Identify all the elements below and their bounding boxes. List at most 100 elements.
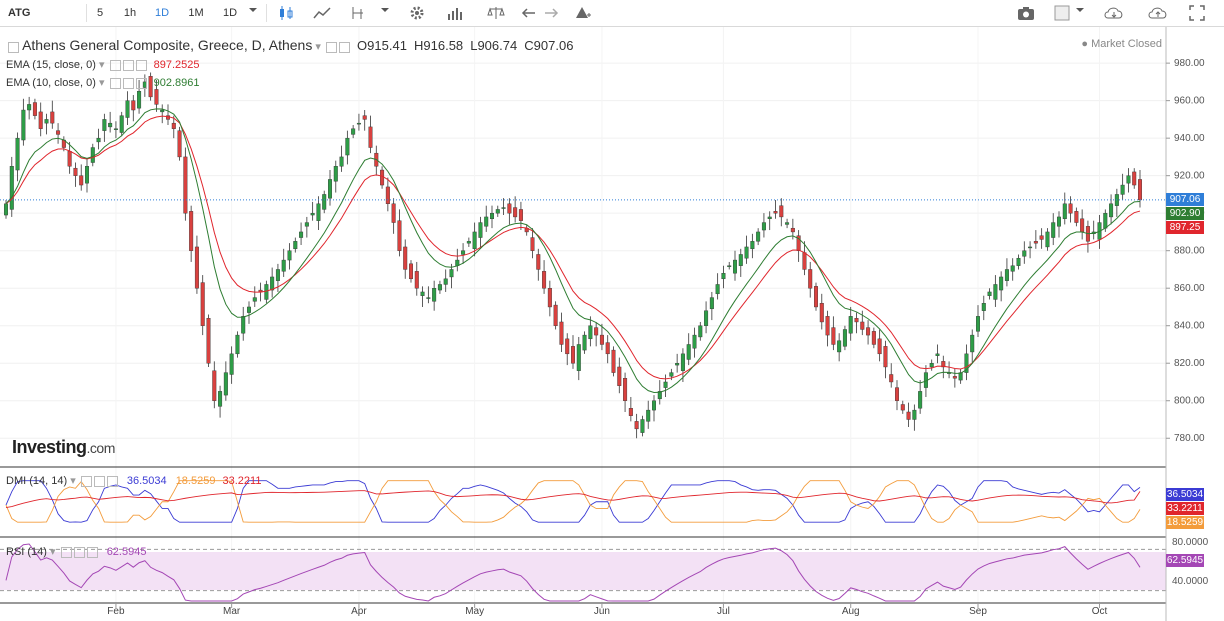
candle-body bbox=[790, 227, 795, 233]
candle-body bbox=[21, 109, 26, 141]
visibility-icon[interactable] bbox=[109, 59, 121, 71]
toolbar-separator bbox=[266, 4, 267, 22]
fullscreen-icon[interactable] bbox=[1186, 3, 1208, 23]
camera-icon[interactable] bbox=[1014, 3, 1038, 23]
chart-canvas[interactable]: 780.00800.00820.00840.00860.00880.00900.… bbox=[0, 27, 1224, 621]
undo-icon[interactable] bbox=[519, 3, 539, 23]
symbol-field[interactable]: ATG bbox=[8, 7, 31, 19]
candle-body bbox=[44, 119, 49, 124]
candle-body bbox=[385, 186, 390, 204]
candle-body bbox=[669, 372, 674, 377]
candle-body bbox=[733, 259, 738, 274]
visibility-icon[interactable] bbox=[109, 77, 121, 89]
visibility-icon[interactable] bbox=[80, 475, 92, 487]
bar-chart-icon[interactable] bbox=[444, 3, 466, 23]
candle-body bbox=[958, 372, 963, 381]
ema10-legend: EMA (10, close, 0) ▾ 902.8961 bbox=[6, 76, 199, 89]
y-tick-label: 920.00 bbox=[1174, 171, 1205, 182]
alert-icon[interactable] bbox=[571, 3, 593, 23]
candle-body bbox=[831, 327, 836, 345]
candle-body bbox=[206, 318, 211, 364]
settings-icon[interactable] bbox=[122, 59, 134, 71]
chevron-down-icon[interactable]: ▾ bbox=[98, 77, 105, 89]
redo-icon[interactable] bbox=[541, 3, 561, 23]
candle-body bbox=[264, 284, 269, 300]
y-tick-label: 960.00 bbox=[1174, 96, 1205, 107]
chevron-down-icon[interactable] bbox=[1073, 3, 1087, 23]
layout-icon[interactable] bbox=[1051, 3, 1073, 23]
candle-body bbox=[137, 91, 142, 109]
x-tick-label: Aug bbox=[842, 606, 860, 617]
candle-body bbox=[611, 349, 616, 373]
settings-icon[interactable] bbox=[73, 546, 85, 558]
y-tick-label: 780.00 bbox=[1174, 433, 1205, 444]
low-label: L bbox=[470, 38, 478, 53]
candle-body bbox=[819, 303, 824, 323]
candle-body bbox=[970, 334, 975, 353]
cloud-upload-icon[interactable] bbox=[1145, 3, 1171, 23]
interval-1h-button[interactable]: 1h bbox=[123, 7, 137, 19]
candle-body bbox=[218, 391, 223, 407]
interval-1m-button[interactable]: 1M bbox=[188, 7, 204, 19]
candle-body bbox=[426, 297, 431, 299]
visibility-icon[interactable] bbox=[60, 546, 72, 558]
cloud-download-icon[interactable] bbox=[1101, 3, 1127, 23]
candle-body bbox=[860, 321, 865, 330]
chevron-down-icon[interactable]: ▾ bbox=[70, 475, 76, 487]
x-tick-label: Sep bbox=[969, 606, 987, 617]
chevron-down-icon[interactable]: ▾ bbox=[315, 41, 321, 53]
close-icon[interactable] bbox=[106, 475, 118, 487]
settings-icon[interactable] bbox=[338, 41, 350, 53]
candle-body bbox=[229, 353, 234, 375]
chevron-down-icon[interactable] bbox=[246, 3, 260, 23]
candle-body bbox=[918, 391, 923, 409]
candle-body bbox=[1051, 222, 1056, 238]
dmi-legend: DMI (14, 14) ▾ 36.5034 18.5259 33.2211 bbox=[6, 474, 261, 487]
candle-body bbox=[518, 209, 523, 221]
ema15-label: EMA (15, close, 0) bbox=[6, 59, 96, 71]
indicators-icon[interactable] bbox=[347, 3, 369, 23]
candle-body bbox=[623, 378, 628, 401]
chevron-down-icon[interactable] bbox=[378, 3, 392, 23]
candle-body bbox=[90, 147, 95, 163]
chevron-down-icon[interactable]: ▾ bbox=[98, 59, 105, 71]
candle-body bbox=[131, 100, 136, 111]
candle-body bbox=[889, 374, 894, 383]
dmi-plus-value: 36.5034 bbox=[126, 475, 167, 487]
candle-body bbox=[443, 278, 448, 285]
candle-body bbox=[582, 334, 587, 351]
collapse-icon[interactable] bbox=[8, 41, 19, 53]
visibility-icon[interactable] bbox=[325, 41, 337, 53]
candle-body bbox=[744, 246, 749, 259]
settings-icon[interactable] bbox=[122, 77, 134, 89]
chevron-down-icon[interactable]: ▾ bbox=[50, 546, 56, 558]
compare-scale-icon[interactable] bbox=[485, 3, 507, 23]
interval-5-button[interactable]: 5 bbox=[96, 7, 104, 19]
settings-icon[interactable] bbox=[93, 475, 105, 487]
line-chart-icon[interactable] bbox=[311, 3, 333, 23]
candle-body bbox=[952, 376, 957, 379]
dmi-minus-tag: 18.5259 bbox=[1166, 516, 1204, 529]
ema15-line bbox=[5, 115, 1141, 380]
candle-body bbox=[328, 179, 333, 199]
toolbar-separator bbox=[86, 4, 87, 22]
open-label: O bbox=[357, 38, 368, 53]
candle-body bbox=[1016, 257, 1021, 266]
close-icon[interactable] bbox=[86, 546, 98, 558]
close-label: C bbox=[524, 38, 534, 53]
candles-icon[interactable] bbox=[275, 3, 297, 23]
y-tick-label: 800.00 bbox=[1174, 396, 1205, 407]
rsi-tick-80: 80.0000 bbox=[1172, 537, 1209, 548]
rsi-band bbox=[0, 552, 1166, 590]
close-icon[interactable] bbox=[135, 59, 147, 71]
interval-1d-button[interactable]: 1D bbox=[154, 7, 170, 19]
close-icon[interactable] bbox=[135, 77, 147, 89]
candle-body bbox=[79, 175, 84, 186]
dmi-plus-line bbox=[5, 480, 1141, 523]
dmi-layer bbox=[5, 480, 1141, 523]
candle-body bbox=[478, 222, 483, 238]
candle-body bbox=[362, 115, 367, 120]
candle-body bbox=[605, 342, 610, 355]
interval-dropdown[interactable]: 1D bbox=[222, 7, 238, 19]
gear-icon[interactable] bbox=[406, 3, 428, 23]
